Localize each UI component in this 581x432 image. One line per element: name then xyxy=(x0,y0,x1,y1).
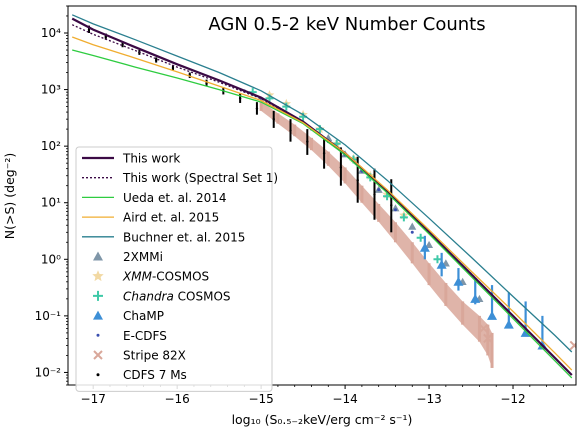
series-cdfs-7-ms-point xyxy=(87,28,91,31)
series-cdfs-7-ms-point xyxy=(255,107,259,110)
series-ueda-et-al-2014-line xyxy=(72,49,573,379)
series-aird-et-al-2015-line xyxy=(71,36,573,371)
series-cdfs-7-ms-point xyxy=(238,97,242,100)
series-cdfs-7-ms-point xyxy=(322,152,326,155)
legend-label-champ: ChaMP xyxy=(123,309,164,323)
plot-frame xyxy=(67,5,577,386)
series-2xmmi-point xyxy=(408,222,417,230)
series-cdfs-7-ms-point xyxy=(171,66,175,70)
series-2xmmi-point xyxy=(391,204,400,212)
series-chandra-cosmos-point xyxy=(399,213,408,222)
series-chandra-cosmos-point xyxy=(433,255,442,264)
legend-label-buchner-et-al-2015: Buchner et. al. 2015 xyxy=(123,230,245,244)
legend-label-xmm-cosmos: XMM-COSMOS xyxy=(122,270,209,284)
series-buchner-et-al-2015-line xyxy=(71,14,573,353)
y-tick-label: 10⁻² xyxy=(35,365,62,379)
series-cdfs-7-ms-point xyxy=(289,129,292,132)
series-cdfs-7-ms-point xyxy=(306,140,309,143)
series-cdfs-7-ms-point xyxy=(272,117,275,121)
legend-swatch-chandra-cosmos xyxy=(93,290,103,301)
legend-label-chandra-cosmos: Chandra COSMOS xyxy=(123,289,231,303)
legend-label-2xmmi: 2XMMi xyxy=(123,250,163,264)
series-cdfs-7-ms-point xyxy=(154,59,158,62)
legend-box xyxy=(75,146,273,392)
legend-swatch-champ xyxy=(93,310,103,320)
legend-label-cdfs-7-ms: CDFS 7 Ms xyxy=(123,368,187,382)
y-tick-label: 10⁻¹ xyxy=(35,309,62,323)
y-axis-label: N(>S) (deg⁻²) xyxy=(2,153,17,239)
series-e-cdfs-point xyxy=(410,230,414,234)
x-tick-label: −17 xyxy=(81,392,106,406)
series-champ-point xyxy=(503,319,514,329)
chart-title: AGN 0.5-2 keV Number Counts xyxy=(208,14,485,35)
y-tick-label: 10¹ xyxy=(41,196,61,210)
series-cdfs-7-ms-point xyxy=(104,35,107,39)
legend-swatch-cdfs-7-ms xyxy=(96,373,100,377)
series-champ-point xyxy=(470,293,481,303)
series-stripe-82x-point xyxy=(483,333,493,344)
series-cdfs-7-ms-point xyxy=(390,204,393,207)
legend-swatch-stripe-82x xyxy=(93,350,103,360)
series-e-cdfs-point xyxy=(377,188,381,192)
y-tick-label: 10⁴ xyxy=(41,26,61,40)
series-cdfs-7-ms-point xyxy=(339,166,343,169)
series-champ-point xyxy=(487,310,498,320)
x-tick-label: −15 xyxy=(248,392,273,406)
y-tick-label: 10² xyxy=(41,139,61,153)
legend-swatch-xmm-cosmos xyxy=(92,270,104,282)
x-tick-label: −16 xyxy=(164,392,189,406)
y-tick-label: 10³ xyxy=(41,83,61,97)
legend-label-aird-et-al-2015: Aird et. al. 2015 xyxy=(123,211,219,225)
series-champ-point xyxy=(453,276,464,286)
series-chandra-cosmos-point xyxy=(416,233,425,242)
x-tick-label: −12 xyxy=(500,392,525,406)
series-e-cdfs-point xyxy=(393,208,397,212)
legend-swatch-2xmmi xyxy=(93,251,103,261)
x-tick-label: −14 xyxy=(332,392,357,406)
series-stripe-82x-point xyxy=(478,323,489,334)
legend-swatch-e-cdfs xyxy=(96,333,100,337)
legend-label-e-cdfs: E-CDFS xyxy=(123,329,167,343)
series-2xmmi-point xyxy=(425,240,434,249)
legend-label-ueda-et-al-2014: Ueda et. al. 2014 xyxy=(123,191,227,205)
legend: This work This work (Spectral Set 1) Ueda … xyxy=(75,146,278,392)
series-cdfs-7-ms-point xyxy=(373,193,376,196)
legend-label-stripe-82x: Stripe 82X xyxy=(123,349,186,363)
legend-label-this-work: This work xyxy=(122,152,180,166)
x-axis-label: log₁₀ (S₀.₅₋₂keV/erg cm⁻² s⁻¹) xyxy=(232,412,413,427)
series-stripe-82x-point xyxy=(569,340,576,351)
series-champ-point xyxy=(436,259,447,269)
x-tick-label: −13 xyxy=(416,392,441,406)
legend-label-this-work-spectral-set-1: This work (Spectral Set 1) xyxy=(122,171,278,185)
series-cdfs-7-ms-point xyxy=(356,179,359,182)
series-champ-point xyxy=(419,242,430,252)
y-tick-label: 10⁰ xyxy=(41,252,61,266)
series-stripe-82x-band xyxy=(261,101,492,369)
data-layer xyxy=(71,14,576,379)
